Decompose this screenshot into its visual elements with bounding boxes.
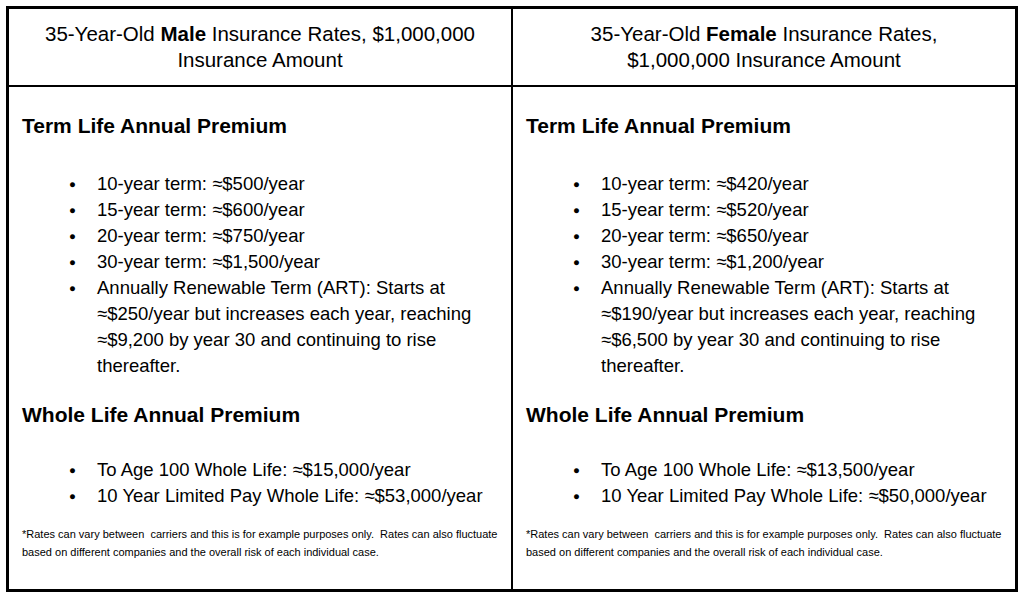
table-header-row: 35-Year-Old Male Insurance Rates, $1,000… (9, 9, 1015, 87)
header-gender: Female (706, 22, 777, 45)
list-item: To Age 100 Whole Life: ≈$15,000/year (22, 457, 497, 483)
table-body-row: Term Life Annual Premium 10-year term: ≈… (9, 87, 1015, 589)
list-item: 15-year term: ≈$520/year (526, 197, 1001, 223)
list-item: 10 Year Limited Pay Whole Life: ≈$50,000… (526, 483, 1001, 509)
list-item: To Age 100 Whole Life: ≈$13,500/year (526, 457, 1001, 483)
list-item: Annually Renewable Term (ART): Starts at… (22, 275, 497, 379)
list-item: 30-year term: ≈$1,200/year (526, 249, 1001, 275)
header-suffix: Insurance Rates, $1,000,000 Insurance Am… (177, 22, 475, 71)
list-item: 30-year term: ≈$1,500/year (22, 249, 497, 275)
insurance-rates-table: 35-Year-Old Male Insurance Rates, $1,000… (6, 6, 1018, 592)
list-item: 10-year term: ≈$420/year (526, 171, 1001, 197)
term-life-list: 10-year term: ≈$500/year 15-year term: ≈… (22, 171, 499, 379)
list-item: 20-year term: ≈$750/year (22, 223, 497, 249)
whole-life-list: To Age 100 Whole Life: ≈$15,000/year 10 … (22, 457, 499, 509)
term-life-list: 10-year term: ≈$420/year 15-year term: ≈… (526, 171, 1003, 379)
list-item: Annually Renewable Term (ART): Starts at… (526, 275, 1001, 379)
whole-life-list: To Age 100 Whole Life: ≈$13,500/year 10 … (526, 457, 1003, 509)
body-cell-male: Term Life Annual Premium 10-year term: ≈… (9, 87, 513, 589)
whole-life-heading: Whole Life Annual Premium (526, 403, 1003, 427)
term-life-heading: Term Life Annual Premium (526, 114, 1003, 138)
list-item: 20-year term: ≈$650/year (526, 223, 1001, 249)
rates-disclaimer: *Rates can vary between carriers and thi… (22, 526, 499, 561)
list-item: 10 Year Limited Pay Whole Life: ≈$53,000… (22, 483, 497, 509)
header-title-female: 35-Year-Old Female Insurance Rates, $1,0… (537, 21, 991, 73)
header-gender: Male (160, 22, 206, 45)
rates-disclaimer: *Rates can vary between carriers and thi… (526, 526, 1003, 561)
header-cell-female: 35-Year-Old Female Insurance Rates, $1,0… (513, 9, 1015, 85)
list-item: 15-year term: ≈$600/year (22, 197, 497, 223)
term-life-heading: Term Life Annual Premium (22, 114, 499, 138)
header-title-male: 35-Year-Old Male Insurance Rates, $1,000… (33, 21, 487, 73)
body-cell-female: Term Life Annual Premium 10-year term: ≈… (513, 87, 1015, 589)
list-item: 10-year term: ≈$500/year (22, 171, 497, 197)
header-prefix: 35-Year-Old (45, 22, 160, 45)
header-cell-male: 35-Year-Old Male Insurance Rates, $1,000… (9, 9, 513, 85)
header-prefix: 35-Year-Old (591, 22, 706, 45)
whole-life-heading: Whole Life Annual Premium (22, 403, 499, 427)
